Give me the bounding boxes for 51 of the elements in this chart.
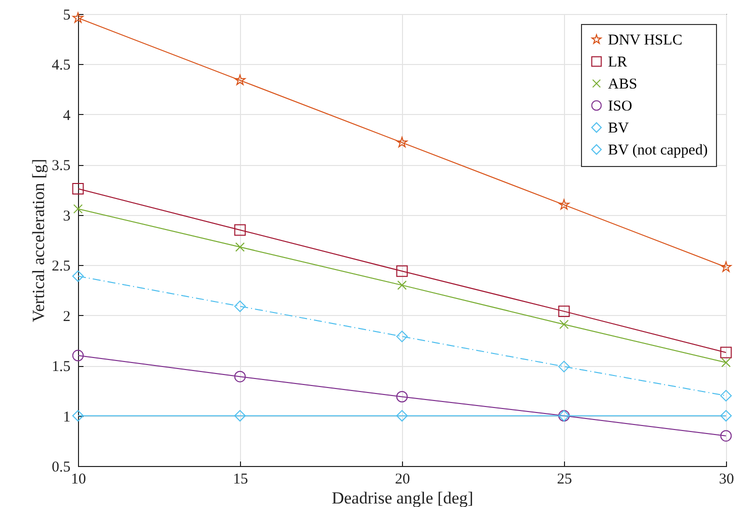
- x-tick-label: 30: [719, 472, 734, 488]
- point: [234, 410, 246, 422]
- y-tick-label: 2.5: [52, 258, 70, 275]
- point: [235, 242, 245, 252]
- point: [720, 410, 732, 422]
- point: [234, 300, 246, 312]
- point: [720, 430, 732, 442]
- point: [396, 410, 408, 422]
- y-tick-label: 1: [63, 409, 70, 426]
- y-tick-label: 2: [63, 308, 70, 325]
- x-tick-label: 15: [233, 472, 248, 488]
- point: [396, 330, 408, 342]
- legend-label: LR: [608, 54, 628, 70]
- legend-label: DNV HSLC: [608, 32, 682, 48]
- point: [396, 390, 408, 402]
- y-tick-label: 4.5: [52, 58, 70, 74]
- point: [72, 350, 84, 362]
- point: [234, 74, 246, 86]
- point: [558, 306, 570, 318]
- point: [73, 204, 83, 214]
- legend-label: ABS: [608, 76, 638, 92]
- y-tick-label: 3: [63, 208, 70, 224]
- point: [558, 199, 570, 210]
- point: [558, 360, 570, 372]
- x-axis-title: Deadrise angle [deg]: [332, 488, 474, 507]
- x-tick-label: 25: [557, 472, 572, 488]
- point: [396, 136, 408, 148]
- point: [396, 265, 408, 277]
- x-tick-label: 10: [71, 472, 86, 488]
- y-axis-title: Vertical acceleration [g]: [28, 158, 48, 322]
- y-tick-label: 5: [63, 8, 70, 24]
- legend-label: BV: [608, 120, 630, 136]
- point: [234, 370, 246, 382]
- y-tick-label: 1.5: [52, 359, 70, 376]
- y-tick-label: 4: [63, 108, 71, 124]
- point: [720, 390, 732, 402]
- point: [720, 346, 732, 358]
- point: [72, 270, 84, 282]
- legend-label: BV (not capped): [608, 142, 708, 158]
- y-tick-label: 3.5: [52, 158, 70, 174]
- point: [72, 410, 84, 422]
- point: [72, 12, 84, 23]
- point: [234, 224, 246, 236]
- point: [721, 358, 731, 368]
- point: [720, 261, 732, 272]
- point: [397, 280, 407, 290]
- point: [72, 183, 84, 195]
- y-tick-label: 0.5: [52, 460, 70, 476]
- x-tick-label: 20: [395, 472, 410, 488]
- point: [559, 320, 569, 330]
- legend-label: ISO: [608, 98, 632, 114]
